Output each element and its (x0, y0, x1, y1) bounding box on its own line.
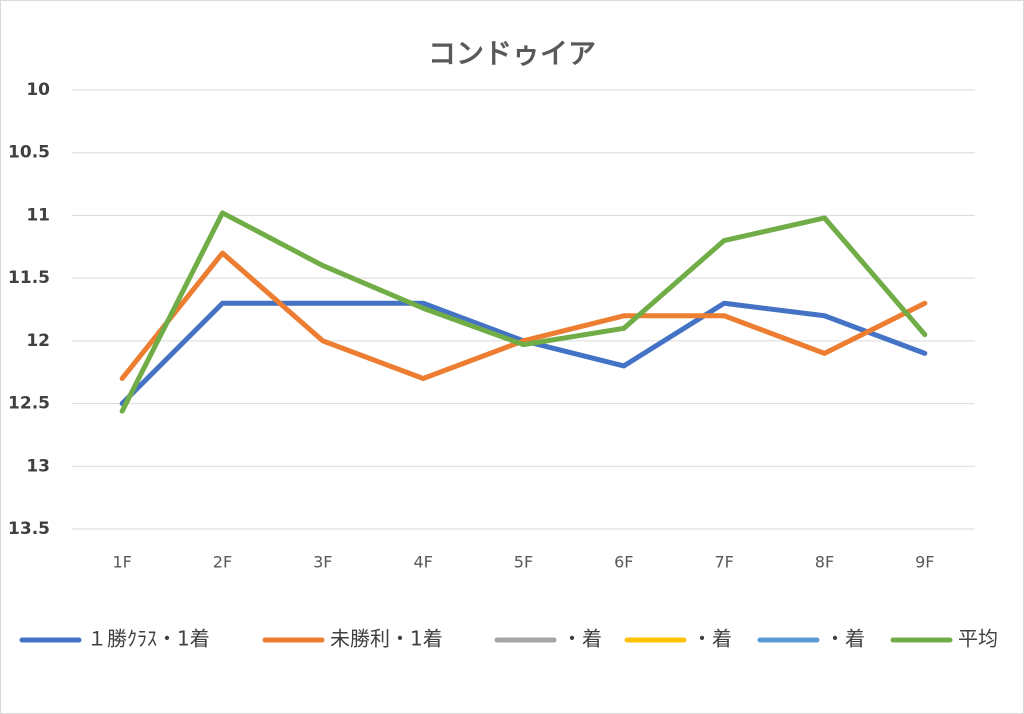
x-tick-label: 7F (714, 553, 733, 572)
y-tick-label: 12.5 (8, 394, 50, 414)
y-tick-label: 11.5 (8, 268, 50, 288)
legend-label: ・着 (692, 627, 732, 651)
x-tick-label: 8F (815, 553, 834, 572)
x-tick-label: 5F (514, 553, 533, 572)
x-tick-label: 4F (413, 553, 432, 572)
legend-label: 平均 (958, 627, 998, 651)
y-tick-label: 11 (26, 205, 50, 225)
legend-label: 未勝利・1着 (330, 627, 443, 651)
x-tick-label: 3F (313, 553, 332, 572)
series-line (119, 210, 928, 414)
y-tick-label: 13.5 (8, 519, 50, 539)
x-tick-label: 6F (614, 553, 633, 572)
y-tick-label: 13 (26, 456, 50, 476)
legend-label: ・着 (562, 627, 602, 651)
legend-label: ・着 (825, 627, 865, 651)
y-tick-label: 10 (26, 80, 50, 100)
legend-label: １勝ｸﾗｽ・1着 (87, 627, 210, 651)
chart-title: コンドゥイア (428, 37, 596, 70)
x-tick-label: 2F (213, 553, 232, 572)
y-tick-label: 10.5 (8, 143, 50, 163)
x-tick-label: 9F (915, 553, 934, 572)
y-tick-label: 12 (26, 331, 50, 351)
x-tick-label: 1F (112, 553, 131, 572)
series-line (119, 250, 928, 381)
